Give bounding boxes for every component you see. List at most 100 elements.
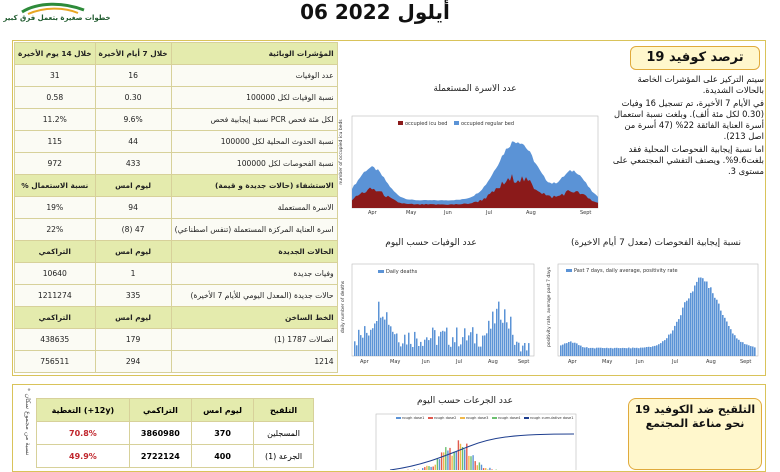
deaths-bar [396, 334, 398, 357]
positivity-bar [574, 343, 576, 356]
positivity-bar [604, 348, 606, 356]
header-14: خلال 14 يوم الأخيرة [15, 43, 96, 65]
xtick: May [406, 210, 416, 216]
table-row: 70.8% 3860980 370 المسجلين [37, 422, 314, 445]
deaths-bar [504, 309, 506, 356]
positivity-bar [712, 293, 714, 356]
header-label: الخط الساخن [171, 307, 337, 329]
legend-swatch [492, 417, 497, 419]
deaths-bar [378, 302, 380, 356]
deaths-bar [468, 335, 470, 356]
table-header-row: التراكمي ليوم امس الحالات الجديدة [15, 241, 338, 263]
positivity-bar [680, 315, 682, 356]
cell: 2722124 [129, 445, 191, 468]
deaths-chart-title: عدد الوفيات حسب اليوم [356, 238, 506, 248]
deaths-bar [460, 344, 462, 356]
deaths-bar [506, 322, 508, 356]
positivity-bar [740, 342, 742, 356]
deaths-bar [438, 336, 440, 356]
positivity-bar [572, 343, 574, 356]
deaths-bar [510, 317, 512, 356]
vaccination-table: التغطية (+12y) التراكمي ليوم امس التلقيح… [36, 398, 314, 468]
positivity-bar [638, 348, 640, 356]
legend-regular-swatch [454, 121, 459, 125]
positivity-ylabel: positivity rate, average past 7 days [546, 266, 552, 347]
row-label: عدد الوفيات [171, 65, 337, 87]
cell: 400 [191, 445, 253, 468]
dose-bar [451, 456, 452, 470]
positivity-bar [658, 344, 660, 356]
deaths-bar [480, 347, 482, 356]
deaths-bar [432, 328, 434, 356]
deaths-bar [494, 323, 496, 356]
row-label: اسرة العناية المركزة المستعملة (تنفس اصط… [171, 219, 337, 241]
deaths-bar [442, 331, 444, 356]
deaths-bar [368, 336, 370, 357]
row-label: اتصالات 1787 (1) [171, 329, 337, 351]
header-cell: ليوم امس [95, 241, 171, 263]
xtick: May [602, 359, 612, 365]
positivity-bar [706, 282, 708, 357]
cell: 3860980 [129, 422, 191, 445]
legend-label: rough cumulative dose1 [530, 416, 574, 420]
deaths-bar [392, 332, 394, 356]
xtick: Jun [421, 359, 430, 365]
positivity-bar [642, 348, 644, 356]
deaths-bar [382, 317, 384, 356]
positivity-bar [694, 286, 696, 357]
deaths-bar [486, 333, 488, 356]
beds-ylabel: number of occupied icu beds [338, 119, 344, 185]
positivity-bar [692, 291, 694, 356]
cell: 756511 [15, 351, 96, 373]
positivity-bar [576, 343, 578, 356]
legend-regular-label: occupied regular bed [461, 121, 514, 127]
positivity-bar [746, 345, 748, 357]
deaths-bar [386, 312, 388, 356]
xtick: Jul [455, 359, 462, 365]
positivity-bar [630, 348, 632, 356]
positivity-bar [600, 348, 602, 356]
positivity-bar [608, 348, 610, 356]
dose-bar [458, 440, 459, 470]
row-label: نسبة إيجابية فحص PCR لكل مئة فحص [171, 109, 337, 131]
cell: 433 [95, 153, 171, 175]
header-cell: التراكمي [15, 307, 96, 329]
positivity-bar [560, 345, 562, 356]
positivity-bar [722, 315, 724, 356]
positivity-bar [652, 346, 654, 356]
positivity-bar [644, 347, 646, 356]
deaths-bar [466, 340, 468, 356]
cell: 44 [95, 131, 171, 153]
deaths-bar [374, 324, 376, 357]
positivity-bar [688, 298, 690, 356]
deaths-bar [356, 345, 358, 356]
positivity-bar [634, 348, 636, 356]
coverage-cell: 70.8% [37, 422, 130, 445]
deaths-bar [474, 343, 476, 356]
deaths-bar [464, 328, 466, 356]
positivity-bar [628, 348, 630, 356]
positivity-bar [676, 322, 678, 356]
legend-swatch [396, 417, 401, 419]
positivity-bar [610, 348, 612, 356]
positivity-bar [700, 278, 702, 357]
xtick: Jun [443, 210, 452, 216]
vaccination-title-box: التلقيح ضد الكوفيد 19 نحو مناعة المجتمع [628, 398, 762, 470]
deaths-bar [492, 312, 494, 356]
deaths-bar [362, 338, 364, 356]
positivity-bar [596, 348, 598, 356]
positivity-bar [636, 348, 638, 356]
positivity-bar [620, 348, 622, 356]
deaths-bar [500, 320, 502, 356]
positivity-bar [730, 329, 732, 356]
deaths-ylabel: daily number of deaths [340, 280, 346, 333]
deaths-bar [498, 302, 500, 356]
report-date: 06 أيلول 2022 [300, 0, 450, 24]
cell: 438635 [15, 329, 96, 351]
positivity-bar [624, 348, 626, 356]
deaths-bar [400, 346, 402, 356]
cell: 11.2% [15, 109, 96, 131]
deaths-bar [476, 334, 478, 356]
